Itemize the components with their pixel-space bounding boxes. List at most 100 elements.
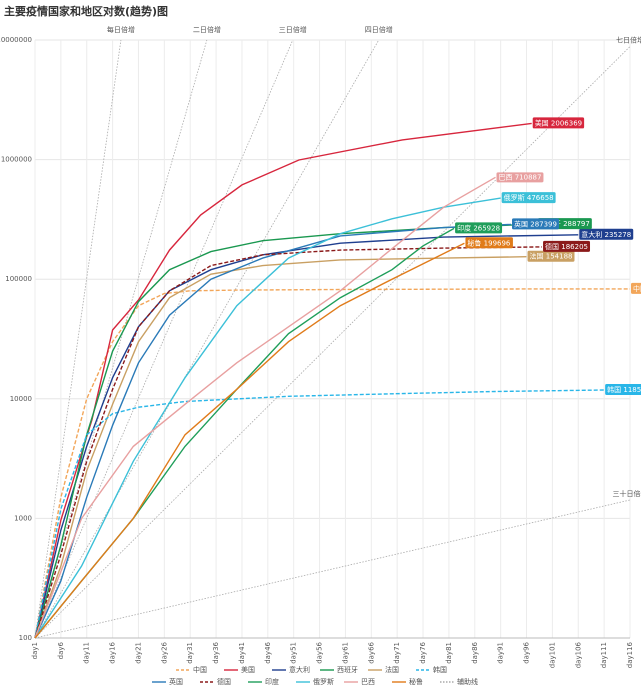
legend-label: 辅助线 xyxy=(457,677,478,686)
x-tick-label: day111 xyxy=(600,642,608,668)
series-line xyxy=(34,234,579,639)
x-tick-label: day6 xyxy=(57,641,65,659)
x-tick-label: day61 xyxy=(341,642,349,664)
end-label-text: 巴西 710887 xyxy=(498,173,541,181)
y-tick-label: 100000 xyxy=(5,275,32,283)
series-line xyxy=(34,197,501,639)
x-tick-label: day76 xyxy=(419,641,427,663)
end-label-name: 俄罗斯 xyxy=(504,193,525,202)
end-label: 德国 186205 xyxy=(543,240,591,252)
end-label-text: 意大利 235278 xyxy=(581,230,631,239)
end-label-bg xyxy=(543,240,591,252)
end-label-bg xyxy=(527,250,575,262)
guide-line xyxy=(35,39,294,638)
legend-label: 美国 xyxy=(241,665,255,674)
end-label-bg xyxy=(631,282,641,294)
guide-label: 三十日倍增 xyxy=(613,489,641,498)
legend-label: 俄罗斯 xyxy=(313,677,334,686)
series-line xyxy=(34,389,605,639)
end-label-name: 韩国 xyxy=(607,385,621,394)
legend-label: 意大利 xyxy=(289,665,310,674)
end-label: 英国 287399 xyxy=(512,218,559,230)
y-tick-label: 10000 xyxy=(10,395,32,403)
legend-label: 印度 xyxy=(265,677,279,686)
x-tick-label: day41 xyxy=(238,642,246,664)
end-label-text: 印度 265928 xyxy=(457,223,500,232)
legend-label: 韩国 xyxy=(433,665,447,674)
series-line xyxy=(34,288,630,639)
y-tick-label: 1000 xyxy=(14,514,32,522)
guide-line xyxy=(35,46,631,638)
legend-label: 法国 xyxy=(385,665,399,674)
end-label-bg xyxy=(605,383,641,395)
end-label-value: 2006369 xyxy=(551,119,582,127)
x-tick-label: day86 xyxy=(471,641,479,663)
end-label-name: 中国 xyxy=(633,284,641,293)
end-label-value: 235278 xyxy=(604,231,631,239)
series-line xyxy=(34,223,512,639)
x-tick-label: day36 xyxy=(212,641,220,663)
guide-label: 三日倍增 xyxy=(279,25,307,34)
end-label-value: 265928 xyxy=(473,224,500,232)
end-label: 韩国 11852 xyxy=(605,383,641,395)
end-label-value: 288797 xyxy=(563,220,590,228)
end-label-bg xyxy=(455,222,503,234)
legend-label: 秘鲁 xyxy=(409,677,423,686)
y-tick-label: 100 xyxy=(19,634,32,642)
x-tick-label: day106 xyxy=(574,641,582,668)
legend-label: 中国 xyxy=(193,665,207,674)
guide-label: 四日倍增 xyxy=(365,25,393,34)
x-tick-label: day81 xyxy=(445,642,453,664)
end-label: 印度 265928 xyxy=(455,222,503,234)
end-label-text: 韩国 11852 xyxy=(607,385,641,394)
end-label-text: 英国 287399 xyxy=(514,219,557,228)
x-tick-label: day96 xyxy=(523,641,531,663)
end-label-bg xyxy=(501,192,556,204)
end-label-bg xyxy=(579,228,634,240)
guide-line xyxy=(35,499,631,638)
end-label-text: 秘鲁 199696 xyxy=(467,238,511,247)
end-label-text: 中国 83029 xyxy=(633,284,641,293)
legend-label: 英国 xyxy=(169,677,183,686)
end-label-bg xyxy=(465,237,513,249)
x-tick-label: day46 xyxy=(264,641,272,663)
end-label: 法国 154188 xyxy=(527,250,575,262)
series-line xyxy=(34,242,465,639)
series-line xyxy=(34,122,532,639)
guide-label: 七日倍增 xyxy=(616,36,641,45)
series-line xyxy=(34,246,543,639)
x-tick-label: day11 xyxy=(83,642,91,664)
x-tick-label: day56 xyxy=(316,641,324,663)
end-label-name: 德国 xyxy=(545,242,559,251)
x-tick-label: day66 xyxy=(367,641,375,663)
end-label-bg xyxy=(512,218,559,230)
end-label-name: 英国 xyxy=(514,219,528,228)
end-label-text: 俄罗斯 476658 xyxy=(504,193,554,202)
end-label-name: 意大利 xyxy=(581,230,602,239)
end-label-name: 美国 xyxy=(535,118,549,127)
x-tick-label: day26 xyxy=(160,641,168,663)
end-label: 俄罗斯 476658 xyxy=(501,192,556,204)
end-label-value: 199696 xyxy=(484,239,511,247)
x-tick-label: day21 xyxy=(134,642,142,664)
end-label: 美国 2006369 xyxy=(532,117,585,129)
x-tick-label: day116 xyxy=(626,641,634,668)
guide-label: 二日倍增 xyxy=(193,25,221,34)
x-tick-label: day51 xyxy=(290,642,298,664)
end-label-name: 法国 xyxy=(530,252,544,261)
end-label-name: 印度 xyxy=(457,223,471,232)
y-tick-label: 1000000 xyxy=(1,156,32,164)
guide-line xyxy=(35,39,380,638)
legend-label: 巴西 xyxy=(361,678,375,686)
end-label: 巴西 710887 xyxy=(496,172,544,183)
end-label: 意大利 235278 xyxy=(579,228,634,240)
series-line xyxy=(34,223,537,639)
legend-label: 西班牙 xyxy=(337,665,358,674)
guide-label: 每日倍增 xyxy=(107,25,135,34)
end-label-bg xyxy=(496,172,544,183)
series-line xyxy=(34,256,527,639)
end-label: 秘鲁 199696 xyxy=(465,237,513,249)
x-tick-label: day31 xyxy=(186,642,194,664)
